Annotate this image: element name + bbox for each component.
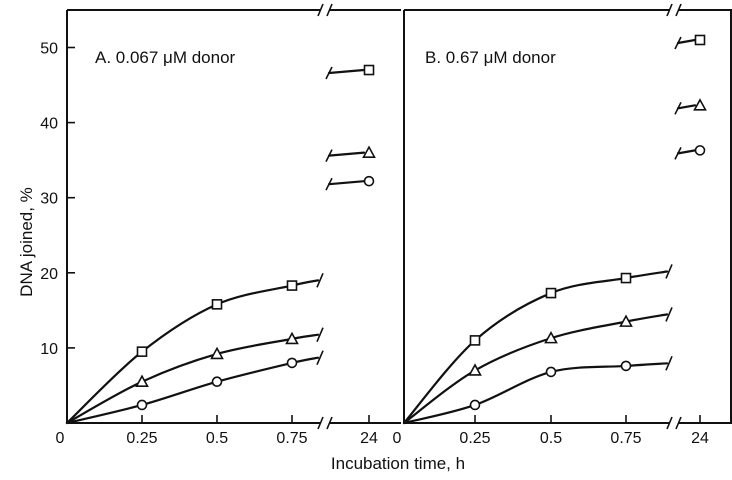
- panel-b-bottom-break-gap: [670, 417, 679, 429]
- panel-a-top-break-slash: [317, 3, 324, 17]
- panel-b-series-square-point: [620, 272, 632, 284]
- panel-b-series-triangle-24h-segment: [676, 104, 697, 110]
- panel-a-series-triangle-point: [135, 374, 149, 387]
- panel-b-series-square-24h-segment: [676, 38, 697, 45]
- panel-a-y-tick-label: 50: [40, 41, 58, 58]
- panel-a: 10 20 30 40 50 0 0.25 0.5 0.75 24 A. 0.067 μM dono…: [40, 3, 401, 447]
- panel-a-series-triangle-curve-break: [316, 327, 324, 343]
- panel-a-series-triangle-point: [285, 331, 299, 345]
- panel-b-series-square-24h-break: [674, 36, 682, 50]
- panel-a-bottom-break-gap: [321, 417, 330, 429]
- y-axis-label: DNA joined, %: [17, 187, 36, 297]
- panel-a-y-tick-label: 30: [40, 191, 58, 208]
- panel-a-series-square-24h-segment: [327, 68, 366, 75]
- panel-b-top-break-slash: [666, 3, 673, 17]
- panel-b-series-circle-point: [694, 145, 706, 156]
- panel-a-series-square-point: [211, 299, 223, 310]
- panel-a-series-triangle-point: [210, 346, 224, 360]
- panel-a-series-circle-point: [363, 175, 375, 187]
- panel-a-bottom-break-slash: [317, 416, 324, 430]
- panel-a-series-circle-point: [211, 376, 223, 387]
- panel-b-x-tick-label: 0.75: [610, 430, 641, 447]
- panel-b-series-triangle-curve-break: [665, 307, 673, 322]
- panel-b-series-square-point: [469, 335, 481, 346]
- panel-a-bottom-break-slash: [326, 416, 333, 430]
- panel-b-bottom-break-slash: [666, 416, 673, 430]
- panel-a-series-circle-curve-break: [316, 350, 324, 366]
- x-axis-label: Incubation time, h: [331, 454, 465, 473]
- panel-a-series-circle-point: [136, 399, 148, 411]
- panel-a-series-triangle-curve: [65, 333, 320, 425]
- panel-a-label: A. 0.067 μM donor: [95, 48, 236, 67]
- panel-b-series-square-point: [694, 34, 706, 46]
- panel-a-x-tick-label: 0.75: [276, 430, 307, 447]
- panel-b-series-triangle-point: [619, 314, 633, 327]
- panel-b-series-square-curve: [402, 270, 669, 425]
- panel-a-series-triangle-point: [362, 145, 376, 158]
- panel-b-series-triangle-24h-break: [674, 101, 682, 115]
- panel-b-x-tick-label: 0: [393, 430, 402, 447]
- panel-b-series-triangle-point: [544, 330, 558, 344]
- panel-a-series-square-curve-break: [316, 273, 324, 288]
- panel-a-x-tick-label: 24: [360, 430, 378, 447]
- panel-a-series-circle-curve: [65, 356, 320, 425]
- panel-b-bottom-break-slash: [675, 416, 682, 430]
- panel-a-series-square-point: [363, 64, 375, 76]
- panel-a-top-break-gap: [321, 4, 330, 16]
- panel-b-series-circle-point: [620, 360, 632, 372]
- panel-a-series-square-point: [136, 346, 148, 357]
- panel-a-x-tick-label: 0.25: [126, 430, 157, 447]
- panel-a-top-break-slash: [326, 3, 333, 17]
- panel-b: 0 0.25 0.5 0.75 24 B. 0.67 μM donor: [393, 3, 732, 447]
- panel-b-top-break-slash: [675, 3, 682, 17]
- panel-a-series-circle-point: [286, 357, 298, 369]
- panel-b-x-tick-label: 0.5: [540, 430, 562, 447]
- panel-a-series-square-curve: [65, 279, 320, 425]
- panel-b-series-circle-point: [469, 399, 481, 411]
- panel-b-series-square-curve-break: [665, 264, 673, 279]
- panel-a-series-square-24h-break: [325, 66, 333, 80]
- panel-b-label: B. 0.67 μM donor: [425, 48, 556, 67]
- panel-b-series-triangle-point: [468, 363, 482, 376]
- panel-a-series-triangle-24h-break: [325, 149, 333, 162]
- panel-b-series-circle-24h-segment: [676, 149, 697, 155]
- panel-b-series-circle-point: [545, 366, 557, 378]
- panel-a-series-circle-24h-segment: [327, 180, 366, 186]
- panel-b-x-tick-label: 0.25: [459, 430, 490, 447]
- panel-b-series-square-point: [545, 287, 557, 299]
- panel-a-series-triangle-24h-segment: [327, 151, 366, 157]
- panel-b-series-circle-curve-break: [665, 355, 673, 371]
- panel-a-x-tick-label: 0: [56, 430, 65, 447]
- panel-b-x-tick-label: 24: [691, 430, 709, 447]
- panel-b-series-triangle-point: [693, 98, 707, 111]
- panel-a-y-tick-label: 10: [40, 341, 58, 358]
- panel-a-y-tick-label: 40: [40, 116, 58, 133]
- panel-a-x-tick-label: 0.5: [206, 430, 228, 447]
- panel-a-series-square-point: [286, 280, 298, 291]
- panel-a-y-tick-label: 20: [40, 266, 58, 283]
- panel-b-series-circle-24h-break: [674, 147, 682, 160]
- panel-b-top-break-gap: [670, 4, 679, 16]
- panel-a-series-circle-24h-break: [325, 177, 333, 191]
